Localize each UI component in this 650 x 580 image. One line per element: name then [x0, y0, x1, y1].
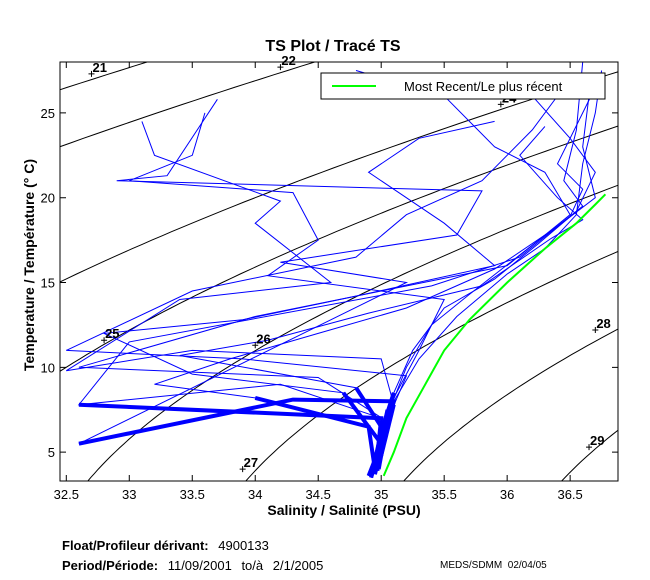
contour-label-27: 27 [244, 455, 258, 470]
density-contour-21 [60, 62, 149, 91]
period-info: Period/Période: 11/09/2001 to/à 2/1/2005 [62, 558, 323, 573]
profile-line-6 [77, 62, 584, 466]
contour-label-marker [277, 64, 284, 71]
x-tick-label: 32.5 [54, 487, 79, 502]
period-start: 11/09/2001 [168, 558, 232, 573]
density-contour-29 [560, 429, 618, 481]
contour-label-29: 29 [590, 433, 604, 448]
profile-line-4 [66, 78, 571, 473]
profile-deep-segment-11 [379, 404, 396, 457]
contour-label-28: 28 [596, 316, 610, 331]
x-tick-label: 36.5 [557, 487, 582, 502]
period-end: 2/1/2005 [273, 558, 324, 573]
y-tick-label: 10 [41, 360, 55, 375]
float-id: 4900133 [218, 538, 269, 553]
x-axis-label: Salinity / Salinité (PSU) [267, 502, 420, 518]
profile-line-3 [129, 112, 445, 470]
contour-label-22: 22 [281, 53, 295, 68]
profile-line-8 [78, 99, 483, 475]
profile-deep-segment-12 [354, 386, 384, 471]
plot-frame [59, 61, 619, 482]
density-contour-28 [403, 328, 618, 481]
y-axis-label: Temperature / Température (° C) [21, 159, 37, 371]
y-tick-label: 15 [41, 276, 55, 291]
contour-label-21: 21 [92, 60, 106, 75]
contour-label-marker [239, 466, 246, 473]
density-contour-27 [245, 250, 618, 481]
x-tick-label: 35 [374, 487, 388, 502]
contour-label-marker [592, 327, 599, 334]
legend-label-most-recent: Most Recent/Le plus récent [404, 79, 563, 94]
x-tick-label: 34.5 [306, 487, 331, 502]
profile-deep-segment-8 [78, 397, 397, 475]
contour-label-26: 26 [256, 331, 270, 346]
contour-label-25: 25 [105, 326, 119, 341]
contour-label-marker [586, 444, 593, 451]
float-label: Float/Profileur dérivant: [62, 538, 209, 553]
legend: Most Recent/Le plus récent [320, 72, 606, 100]
x-tick-label: 33 [122, 487, 136, 502]
y-tick-label: 25 [41, 106, 55, 121]
contour-label-marker [252, 342, 259, 349]
period-label: Period/Période: [62, 558, 158, 573]
x-tick-label: 35.5 [432, 487, 457, 502]
x-tick-label: 36 [500, 487, 514, 502]
x-tick-label: 33.5 [180, 487, 205, 502]
profile-line-11 [66, 121, 395, 456]
density-contour-22 [60, 62, 317, 148]
contour-label-marker [101, 337, 108, 344]
y-tick-label: 20 [41, 191, 55, 206]
chart-title: TS Plot / Tracé TS [265, 38, 400, 55]
density-contour-26 [87, 184, 618, 481]
contour-label-marker [88, 70, 95, 77]
contour-label-marker [497, 101, 504, 108]
credit: MEDS/SDMM 02/04/05 [440, 560, 547, 571]
profile-line-7 [78, 70, 571, 470]
most-recent-profile [382, 193, 607, 477]
float-info: Float/Profileur dérivant: 4900133 [62, 538, 269, 553]
density-contour-25 [60, 125, 618, 372]
y-tick-label: 5 [48, 445, 55, 460]
x-tick-label: 34 [248, 487, 262, 502]
profile-line-10 [374, 95, 596, 461]
period-sep: to/à [241, 558, 263, 573]
